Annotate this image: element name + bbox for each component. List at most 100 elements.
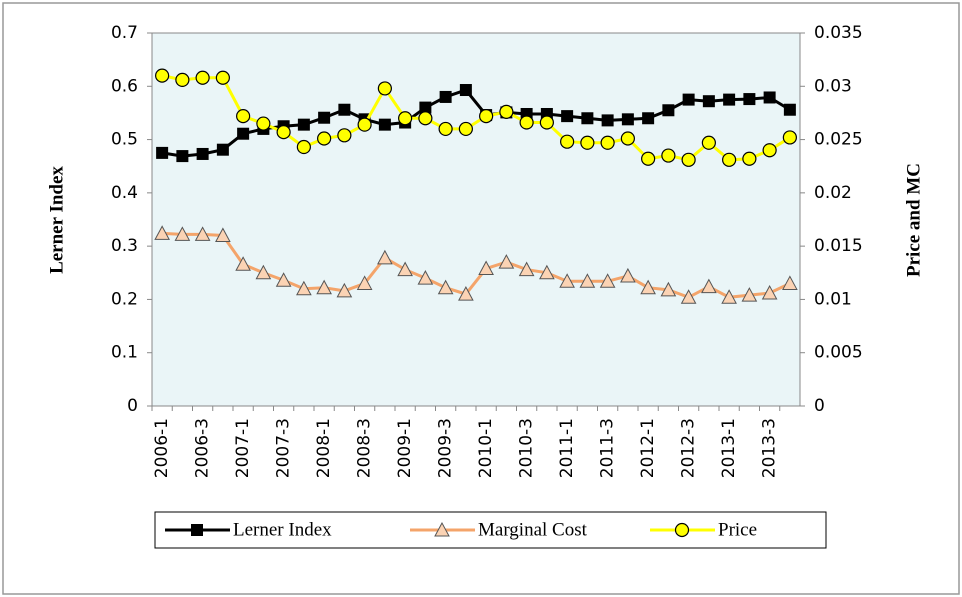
marker (194, 226, 211, 241)
marker (560, 134, 575, 149)
marker (296, 139, 311, 155)
y2-tick-label: 0.035 (814, 23, 863, 43)
marker (215, 70, 230, 85)
marker (559, 273, 575, 288)
marker (783, 103, 796, 116)
marker (458, 286, 474, 301)
marker (674, 522, 690, 538)
legend-label: Lerner Index (233, 519, 332, 540)
marker (599, 273, 616, 288)
marker (721, 289, 737, 304)
y-tick-label: 0.4 (111, 183, 138, 203)
marker (296, 280, 312, 296)
y-tick-label: 0.2 (111, 289, 138, 309)
marker (518, 261, 535, 277)
plot-area (151, 32, 801, 407)
marker (397, 261, 413, 277)
marker (620, 267, 636, 283)
marker (235, 256, 251, 271)
marker (176, 150, 189, 163)
marker (418, 111, 433, 126)
x-tick-label: 2008-3 (355, 418, 375, 478)
marker (419, 101, 432, 114)
marker (580, 135, 595, 150)
y-axis-title: Lerner Index (46, 166, 67, 274)
x-tick-label: 2007-1 (233, 418, 253, 478)
marker (438, 121, 453, 137)
marker (236, 109, 251, 124)
marker (701, 135, 716, 150)
marker (356, 275, 373, 290)
x-tick-label: 2009-3 (436, 418, 456, 478)
marker (398, 111, 413, 126)
marker (156, 146, 169, 159)
legend-label: Marginal Cost (478, 519, 588, 540)
marker (459, 84, 472, 97)
y2-tick-label: 0.025 (814, 130, 863, 150)
x-tick-label: 2008-1 (314, 418, 334, 478)
marker (479, 109, 494, 124)
marker (337, 128, 352, 143)
marker (579, 273, 596, 288)
y-tick-label: 0.3 (111, 236, 138, 256)
marker (763, 91, 776, 104)
marker (601, 114, 614, 127)
marker (378, 118, 391, 131)
x-tick-label: 2013-1 (719, 418, 739, 478)
marker (336, 282, 353, 298)
marker (782, 275, 798, 290)
marker (338, 103, 351, 116)
marker (255, 264, 272, 280)
y2-tick-label: 0 (814, 396, 825, 416)
y-tick-label: 0.7 (111, 23, 138, 43)
marker (478, 260, 494, 276)
legend-label: Price (718, 519, 757, 540)
marker (297, 118, 310, 131)
marker (782, 130, 797, 145)
y2-tick-label: 0.03 (814, 76, 852, 96)
marker (681, 152, 696, 167)
marker (723, 93, 736, 106)
marker (519, 115, 534, 130)
marker (662, 104, 675, 117)
marker (620, 131, 635, 146)
x-tick-label: 2010-1 (476, 418, 496, 478)
marker (661, 148, 676, 163)
x-tick-label: 2012-1 (638, 418, 658, 478)
marker (437, 279, 454, 295)
marker (722, 152, 737, 167)
marker (499, 104, 514, 119)
marker (417, 270, 434, 285)
y-tick-label: 0.1 (111, 343, 138, 363)
marker (741, 287, 758, 302)
marker (682, 93, 695, 106)
y-tick-label: 0.6 (111, 76, 138, 96)
marker (581, 112, 594, 125)
marker (702, 95, 715, 108)
marker (742, 151, 757, 166)
marker (276, 125, 291, 140)
marker (498, 254, 515, 269)
x-tick-label: 2010-3 (517, 418, 537, 478)
marker (154, 225, 170, 240)
x-tick-label: 2009-1 (395, 418, 415, 478)
marker (439, 90, 452, 103)
marker (640, 279, 656, 295)
marker (191, 524, 203, 536)
y2-tick-label: 0.01 (814, 289, 852, 309)
marker (256, 116, 271, 131)
marker (318, 111, 331, 124)
marker (743, 93, 756, 106)
marker (357, 117, 372, 132)
x-tick-label: 2006-1 (152, 418, 172, 478)
marker (642, 112, 655, 125)
marker (641, 151, 656, 166)
y-tick-label: 0 (127, 396, 138, 416)
marker (458, 121, 473, 137)
x-tick-label: 2013-3 (760, 418, 780, 478)
marker (701, 278, 717, 294)
y-tick-label: 0.5 (111, 130, 138, 150)
x-tick-label: 2011-1 (557, 418, 577, 478)
y2-tick-label: 0.02 (814, 183, 852, 203)
